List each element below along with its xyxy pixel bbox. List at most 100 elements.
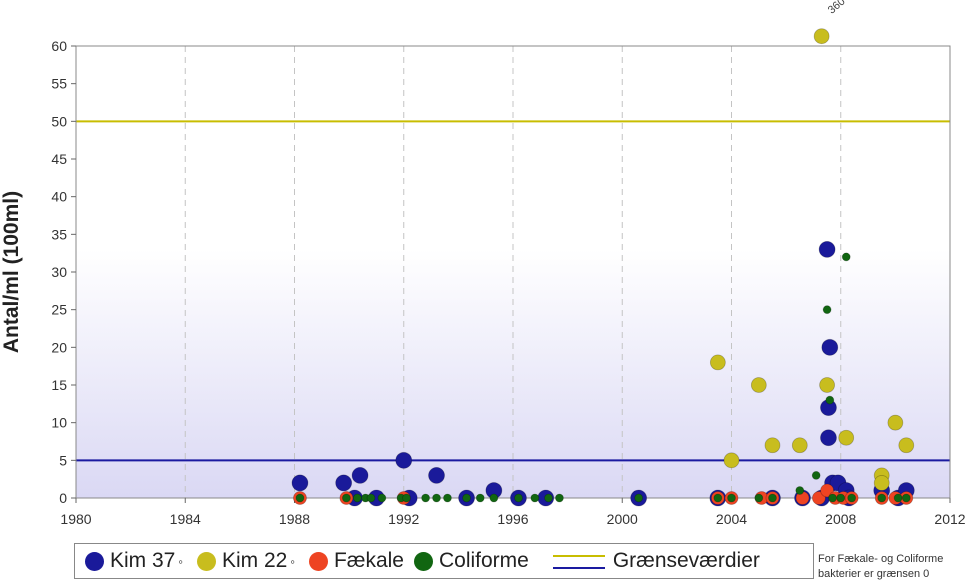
coliforme-point — [811, 470, 821, 480]
coliforme-point — [514, 493, 523, 503]
coliforme-point — [795, 486, 805, 495]
y-tick-label: 30 — [51, 264, 67, 280]
coliforme-point — [877, 493, 887, 503]
legend-marker-kim22 — [196, 551, 216, 571]
data-points — [291, 28, 915, 507]
coliforme-point — [841, 252, 851, 262]
coliforme-point — [443, 493, 452, 503]
kim22-point — [898, 437, 915, 454]
kim37-point — [335, 474, 353, 492]
kim22-point — [709, 354, 726, 371]
legend-degree-mark: ◦ — [290, 553, 295, 569]
coliforme-point — [489, 493, 499, 503]
legend-label-limits: Grænseværdier — [612, 549, 760, 572]
coliforme-point — [544, 493, 553, 503]
kim22-point — [887, 414, 904, 431]
coliforme-point — [847, 493, 857, 503]
legend-limit-line-kim22 — [552, 555, 605, 557]
y-tick-label: 25 — [51, 302, 67, 318]
coliforme-point — [352, 493, 362, 503]
legend-label-coliforme: Coliforme — [438, 549, 529, 572]
kim22-point — [838, 429, 855, 446]
coliforme-point — [828, 493, 837, 503]
y-tick-label: 50 — [51, 113, 67, 129]
y-tick-label: 20 — [51, 339, 67, 355]
kim37-point — [820, 429, 837, 447]
kim22-point — [723, 452, 740, 469]
x-tick-label: 2008 — [825, 511, 856, 527]
legend-item-kim37: Kim 37 ◦ — [85, 549, 187, 573]
kim22-point — [819, 377, 835, 393]
x-tick-label: 1980 — [60, 511, 91, 527]
kim37-point — [428, 466, 445, 484]
axes: 0 5 10 15 20 25 30 35 40 45 50 55 60 1980 1984 1988 1992… — [51, 38, 965, 527]
y-axis-label: Antal/ml (100ml) — [0, 190, 23, 354]
y-tick-label: 10 — [51, 415, 67, 431]
y-tick-label: 35 — [51, 226, 67, 242]
coliforme-point — [462, 493, 471, 503]
coliforme-point — [634, 493, 644, 503]
coliforme-point — [341, 493, 351, 503]
coliforme-point — [555, 493, 564, 503]
coliforme-point — [727, 493, 736, 503]
kim37-point — [818, 240, 836, 258]
x-tick-label: 1988 — [279, 511, 310, 527]
kim37-point — [291, 474, 309, 492]
kim37-point — [351, 466, 369, 484]
x-tick-label: 1996 — [497, 511, 528, 527]
coliforme-point — [825, 395, 835, 405]
y-tick-label: 55 — [51, 76, 67, 92]
annotation-360: 360 — [826, 0, 848, 17]
legend-degree-mark: ◦ — [178, 553, 183, 569]
faekale-point — [812, 491, 826, 505]
coliforme-point — [475, 493, 485, 503]
x-tick-label: 1984 — [170, 511, 201, 527]
x-tick-label: 2000 — [607, 511, 638, 527]
coliforme-point — [754, 493, 764, 503]
coliforme-point — [822, 305, 832, 315]
coliforme-point — [402, 493, 411, 503]
legend: Kim 37 ◦ Kim 22 ◦ Fækale Coliforme Grænsev… — [74, 543, 814, 579]
coliforme-point — [768, 493, 777, 503]
reference-lines — [76, 120, 950, 462]
legend-label-kim37: Kim 37 — [110, 549, 176, 572]
legend-item-coliforme: Coliforme — [413, 549, 529, 573]
x-tick-label: 2004 — [716, 511, 747, 527]
y-tick-label: 45 — [51, 151, 67, 167]
coliforme-point — [295, 493, 305, 503]
legend-limit-line-kim37 — [552, 567, 605, 569]
legend-label-faekale: Fækale — [333, 549, 404, 572]
coliforme-point — [713, 493, 723, 503]
legend-marker-coliforme — [413, 551, 433, 571]
kim37-point — [395, 451, 413, 469]
legend-marker-kim37 — [85, 551, 104, 571]
legend-limit-lines — [552, 551, 605, 571]
y-tick-label: 60 — [51, 38, 67, 54]
y-tick-label: 40 — [51, 189, 67, 205]
legend-label-kim22: Kim 22 — [221, 549, 288, 572]
legend-marker-faekale — [308, 551, 328, 571]
x-tick-label: 2012 — [934, 511, 965, 527]
coliforme-point — [893, 493, 903, 503]
kim22-point — [791, 437, 808, 454]
kim22-point — [813, 28, 830, 45]
coliforme-point — [901, 493, 911, 503]
coliforme-point — [836, 493, 846, 503]
y-tick-label: 0 — [59, 490, 67, 506]
legend-item-faekale: Fækale — [308, 549, 404, 573]
coliforme-point — [530, 493, 540, 503]
y-tick-label: 15 — [51, 377, 67, 393]
y-tick-label: 5 — [59, 452, 67, 468]
x-tick-label: 1992 — [388, 511, 419, 527]
chart-area: 0 5 10 15 20 25 30 35 40 45 50 55 60 1980 1984 1988 1992… — [51, 0, 965, 527]
coliforme-point — [377, 493, 387, 503]
coliforme-point — [421, 493, 431, 503]
chart-note: For Fækale- og Coliforme bakterier er gr… — [818, 553, 944, 580]
coliforme-point — [432, 493, 441, 503]
coliforme-point — [366, 493, 376, 503]
grid — [184, 46, 842, 498]
kim22-point — [750, 377, 767, 393]
annotations: 360 — [826, 0, 848, 17]
kim37-point — [821, 338, 839, 356]
faekale-point — [820, 483, 834, 498]
